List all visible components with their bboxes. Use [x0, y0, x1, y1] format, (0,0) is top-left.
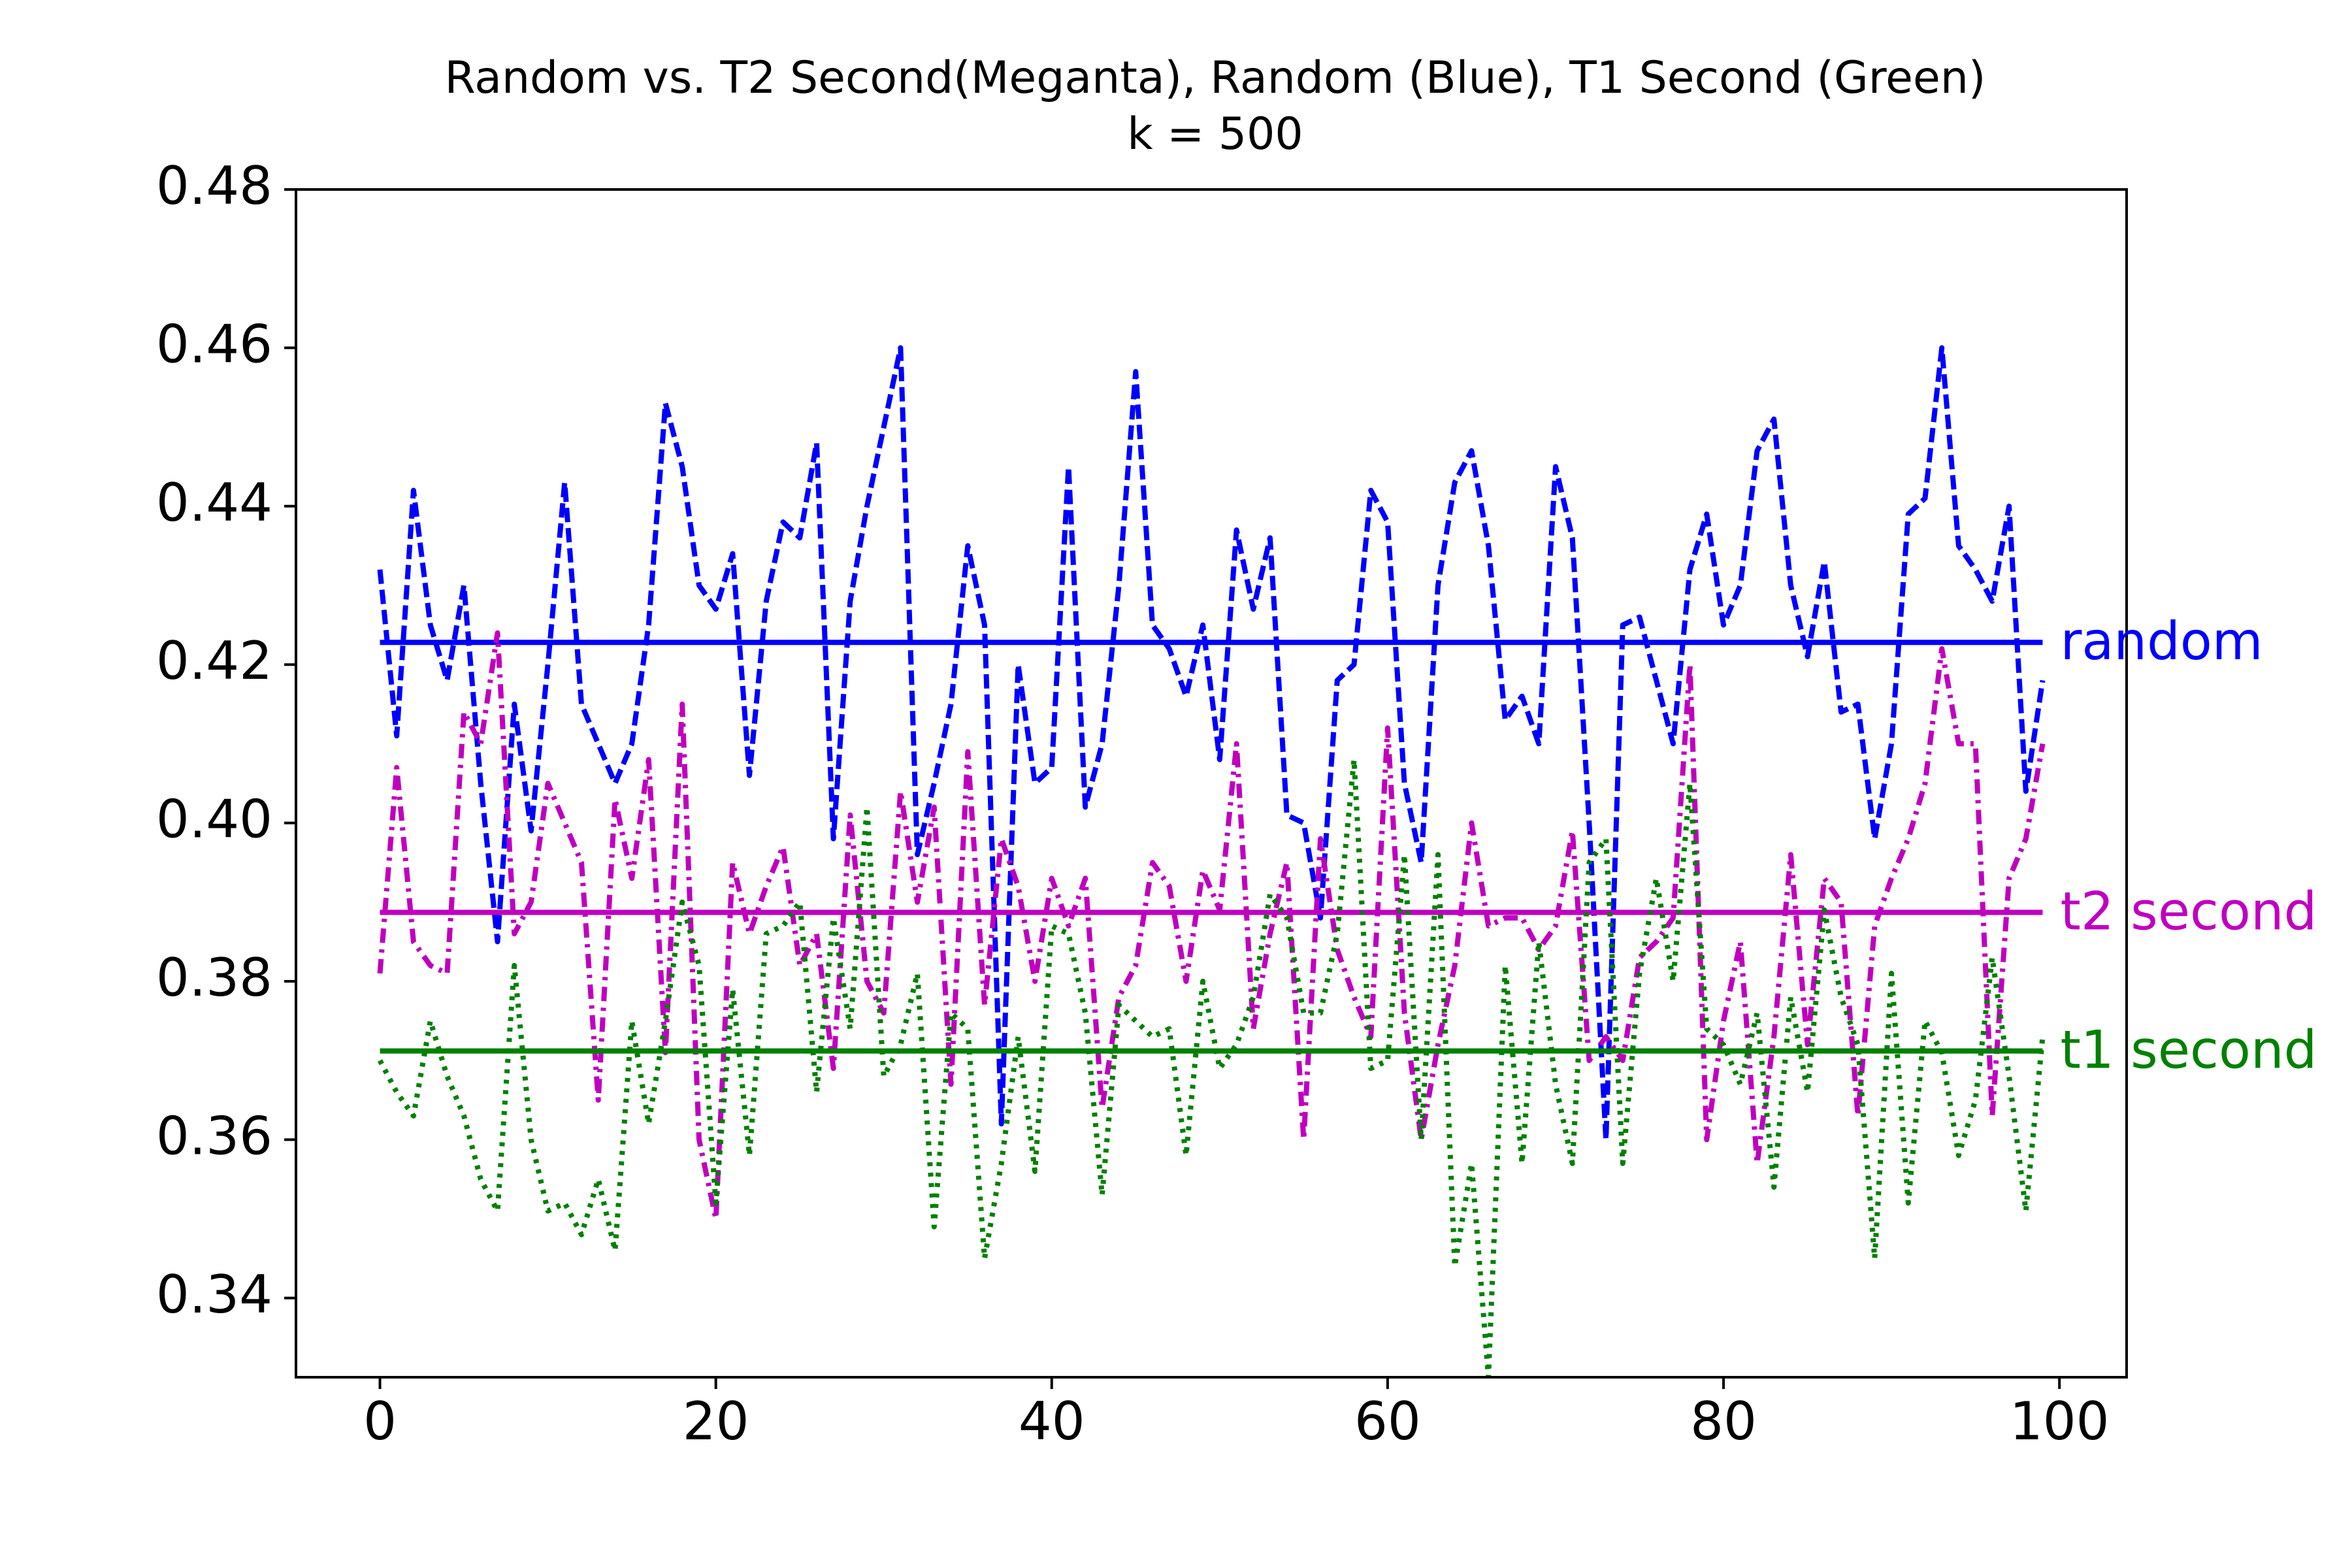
axes: 0.34 0.36 0.38 0.40 0.42 0.44 0.46 0.48 0 20 40 60 8… [156, 155, 2128, 1452]
series-labels: random t2 second t1 second [2060, 611, 2317, 1080]
y-tick-label: 0.48 [156, 155, 272, 216]
chart-title: Random vs. T2 Second(Meganta), Random (B… [445, 52, 1986, 104]
chart-subtitle: k = 500 [1127, 108, 1303, 160]
y-tick-label: 0.34 [156, 1264, 272, 1325]
x-tick-label: 100 [2010, 1391, 2110, 1452]
series-label-t2-second: t2 second [2060, 881, 2317, 942]
series-label-random: random [2060, 611, 2262, 672]
x-tick-label: 20 [683, 1391, 749, 1452]
plot-area [377, 345, 2046, 1377]
y-tick-label: 0.46 [156, 314, 272, 374]
y-tick-label: 0.44 [156, 472, 272, 533]
x-tick-label: 40 [1019, 1391, 1085, 1452]
y-tick-label: 0.40 [156, 789, 272, 850]
series-line-random [377, 345, 2046, 1143]
y-tick-label: 0.36 [156, 1105, 272, 1166]
y-tick-label: 0.38 [156, 947, 272, 1008]
x-tick-label: 80 [1690, 1391, 1757, 1452]
y-tick-label: 0.42 [156, 630, 272, 691]
series-label-t1-second: t1 second [2060, 1020, 2317, 1081]
x-tick-label: 0 [363, 1391, 397, 1452]
plot-frame [295, 188, 2128, 1379]
x-tick-label: 60 [1354, 1391, 1421, 1452]
